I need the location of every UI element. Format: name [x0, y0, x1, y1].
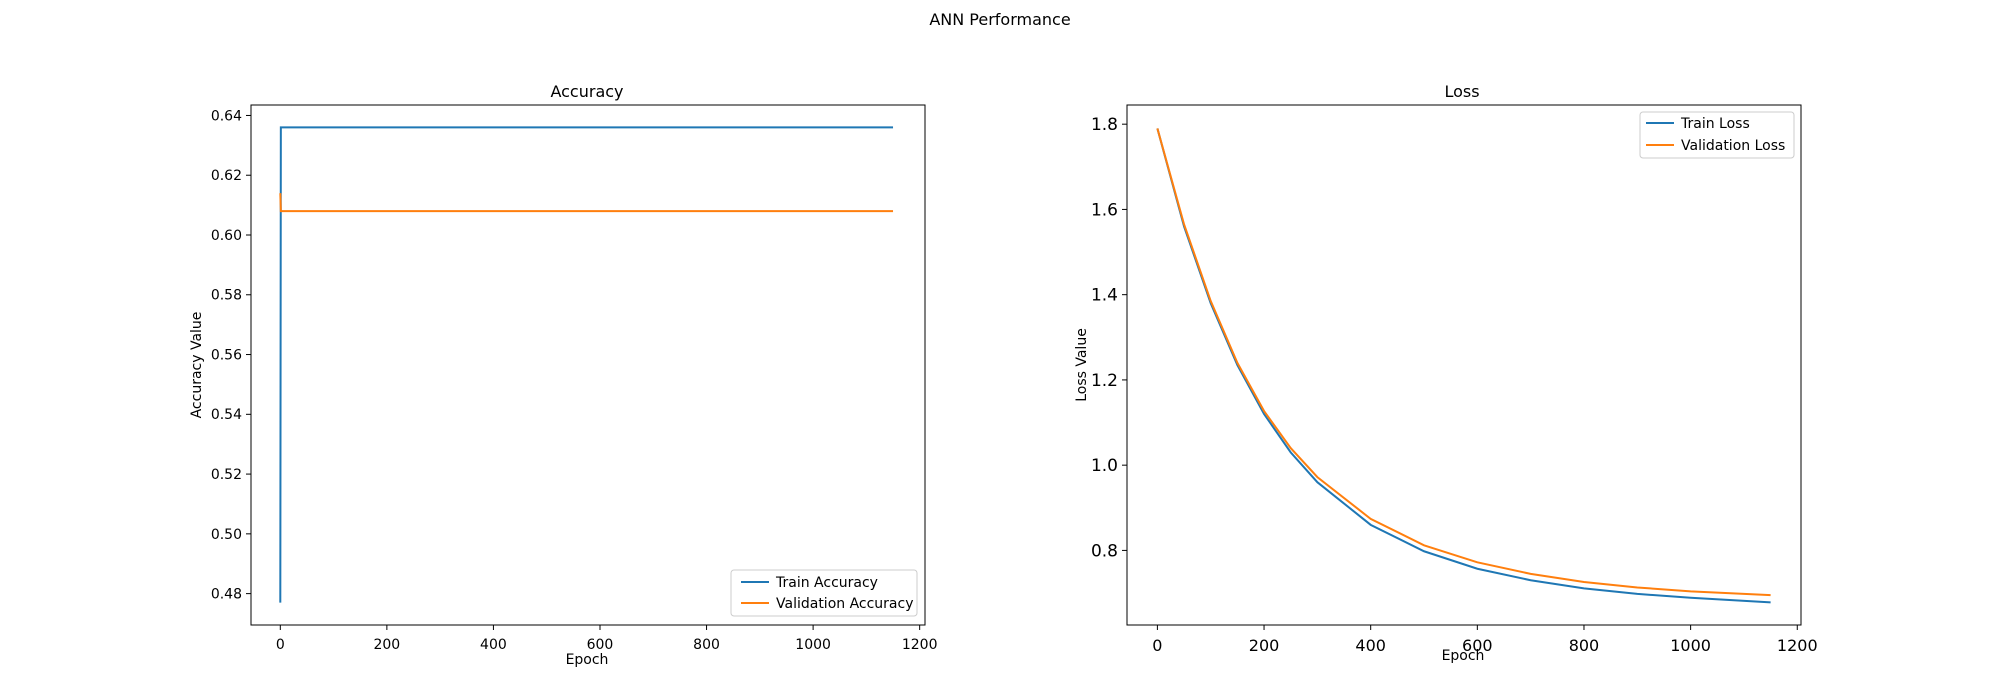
figure-title: ANN Performance	[929, 10, 1070, 29]
accuracy-y-tick-label: 0.56	[211, 347, 242, 363]
accuracy-series-train-accuracy	[280, 127, 893, 602]
accuracy-x-axis-label: Epoch	[566, 652, 609, 668]
loss-series-validation-loss	[1157, 128, 1770, 595]
accuracy-y-tick-label: 0.52	[211, 467, 242, 483]
accuracy-y-tick-label: 0.62	[211, 168, 242, 184]
loss-chart: Loss 0 200 400 600 800 1000 12000.81.01.21.41.…	[1074, 82, 1818, 664]
accuracy-y-axis-label: Accuracy Value	[189, 312, 205, 419]
loss-y-tick-label: 1.0	[1091, 456, 1118, 476]
loss-x-tick-label: 1200	[1777, 636, 1818, 655]
loss-chart-title: Loss	[1444, 82, 1479, 101]
loss-y-tick-label: 1.6	[1091, 200, 1118, 220]
legend-label-train-accuracy: Train Accuracy	[775, 575, 878, 591]
accuracy-y-tick-label: 0.60	[211, 228, 242, 244]
loss-y-tick-label: 1.4	[1091, 286, 1118, 306]
accuracy-x-tick-label: 400	[480, 637, 507, 653]
loss-y-tick-label: 1.8	[1091, 115, 1118, 135]
loss-x-tick-label: 400	[1355, 636, 1386, 655]
loss-y-axis-label: Loss Value	[1074, 328, 1090, 402]
loss-x-tick-label: 1000	[1670, 636, 1711, 655]
accuracy-x-tick-label: 200	[373, 637, 400, 653]
accuracy-y-tick-label: 0.50	[211, 527, 242, 543]
accuracy-chart-title: Accuracy	[550, 82, 623, 101]
accuracy-chart: Accuracy 0 200 400 600 800 1000 1200 0.48 0.50 0.…	[189, 82, 937, 668]
legend-label-validation-accuracy: Validation Accuracy	[776, 596, 914, 612]
loss-x-tick-label: 800	[1569, 636, 1600, 655]
loss-x-tick-label: 200	[1249, 636, 1280, 655]
loss-y-tick-label: 0.8	[1091, 541, 1118, 561]
accuracy-series-validation-accuracy	[280, 193, 893, 211]
loss-y-tick-label: 1.2	[1091, 371, 1118, 391]
accuracy-plot-frame	[251, 105, 925, 625]
accuracy-x-tick-label: 800	[693, 637, 720, 653]
accuracy-y-tick-label: 0.54	[211, 407, 242, 423]
loss-plot-frame	[1127, 105, 1801, 625]
legend-label-train-loss: Train Loss	[1680, 116, 1750, 132]
accuracy-x-tick-label: 0	[276, 637, 285, 653]
accuracy-y-tick-label: 0.58	[211, 288, 242, 304]
accuracy-y-tick-label: 0.48	[211, 587, 242, 603]
loss-legend: Train Loss Validation Loss	[1640, 112, 1794, 158]
accuracy-legend: Train Accuracy Validation Accuracy	[731, 570, 917, 616]
loss-x-axis-label: Epoch	[1442, 648, 1485, 664]
loss-x-tick-label: 0	[1152, 636, 1162, 655]
legend-label-validation-loss: Validation Loss	[1681, 138, 1785, 154]
accuracy-y-tick-label: 0.64	[211, 108, 242, 124]
loss-series-train-loss	[1157, 128, 1770, 602]
accuracy-x-tick-label: 1000	[795, 637, 831, 653]
accuracy-x-tick-label: 600	[587, 637, 614, 653]
accuracy-x-tick-label: 1200	[902, 637, 938, 653]
